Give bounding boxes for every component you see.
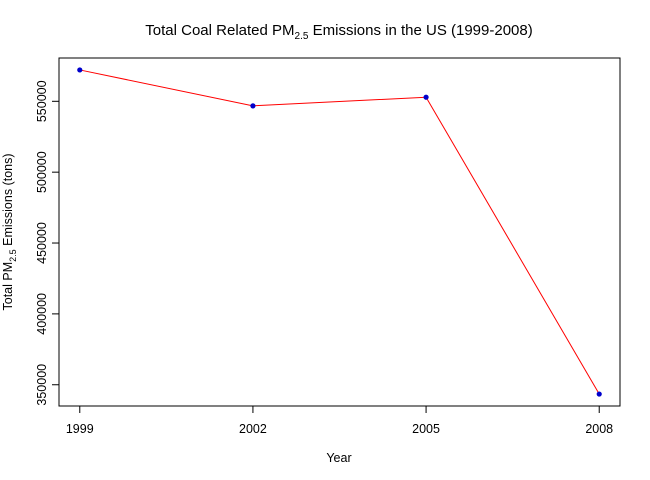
y-tick-label: 400000 (35, 293, 49, 335)
y-tick-label: 500000 (35, 151, 49, 193)
chart-title: Total Coal Related PM2.5 Emissions in th… (145, 22, 532, 42)
series-line (77, 67, 602, 397)
x-tick-label: 2008 (585, 422, 613, 436)
y-tick-label: 450000 (35, 222, 49, 264)
x-tick-label: 2002 (239, 422, 267, 436)
data-point (250, 103, 256, 109)
x-axis: 1999 2002 2005 2008 (66, 405, 613, 436)
x-tick-label: 2005 (412, 422, 440, 436)
x-axis-label: Year (326, 451, 351, 465)
y-axis: 350000 400000 450000 500000 550000 (35, 80, 60, 406)
data-point (423, 94, 429, 100)
y-tick-label: 350000 (35, 364, 49, 406)
x-tick-label: 1999 (66, 422, 94, 436)
y-tick-label: 550000 (35, 80, 49, 122)
data-point (596, 391, 602, 397)
data-point (77, 67, 83, 73)
series-path (79, 69, 600, 395)
plot-frame (58, 57, 621, 407)
y-axis-label: Total PM2.5 Emissions (tons) (1, 153, 18, 310)
